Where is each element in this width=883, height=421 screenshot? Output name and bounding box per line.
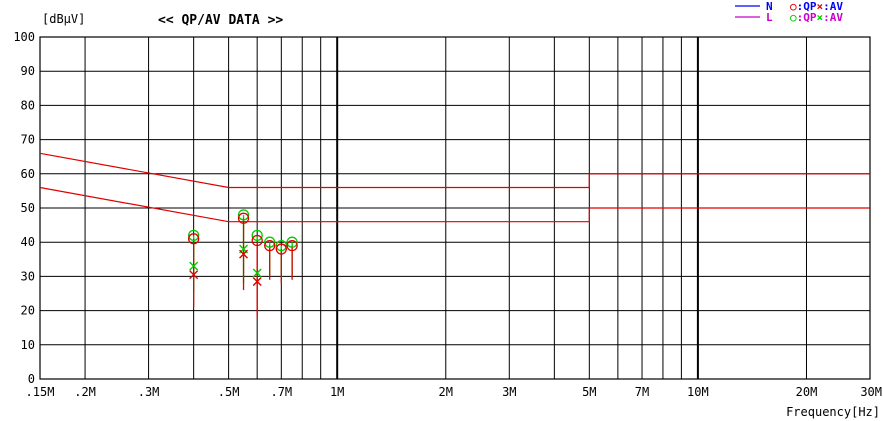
y-tick-label: 80 [21,98,35,112]
limit-lines [39,152,870,223]
qp-marker [286,239,298,252]
x-tick-label: .2M [74,385,96,399]
x-tick-label: 20M [796,385,818,399]
y-tick-label: 70 [21,133,35,147]
legend-marker-text: ○:QP×:AV [790,0,843,13]
x-tick-label: 2M [439,385,453,399]
legend-part: × [817,0,824,13]
x-tick-label: .5M [218,385,240,399]
legend-line-label: L [766,11,773,24]
qp-marker [237,209,250,221]
legend-part: ○ [790,0,797,13]
y-tick-label: 90 [21,64,35,78]
x-axis-label: Frequency[Hz] [786,405,880,419]
measurement-points [188,209,298,318]
av-marker [252,277,262,287]
chart-title: << QP/AV DATA >> [158,13,283,28]
legend-part: :AV [823,0,843,13]
qp-marker [275,239,287,252]
y-tick-label: 0 [28,372,35,386]
qp-marker [251,229,263,242]
av-marker-stroke [189,270,199,280]
qp-marker [264,239,276,252]
y-tick-label: 20 [21,304,35,318]
y-tick-label: 50 [21,201,35,215]
legend-part: :AV [823,11,843,24]
y-tick-label: 10 [21,338,35,352]
legend-part: :QP [797,11,817,24]
y-tick-label: 60 [21,167,35,181]
x-tick-label: .3M [138,385,160,399]
legend-part: × [817,11,824,24]
av-marker-stroke [189,261,199,271]
legend-marker-text: ○:QP×:AV [790,11,843,24]
axes: 0 10 20 30 40 50 60 70 80 90 100 .15M .2M .3M .5M .7M 1M… [13,30,882,399]
qp-marker [286,236,298,248]
limit-line [39,186,870,223]
qp-marker [188,233,200,245]
av-marker-stroke [252,268,262,278]
x-tick-label: 3M [502,385,516,399]
av-marker [239,249,249,259]
x-tick-label: .7M [270,385,292,399]
y-axis-label: [dBμV] [42,12,85,26]
y-tick-label: 30 [21,269,35,283]
x-tick-label: 5M [582,385,596,399]
qp-marker [188,229,200,242]
av-marker [189,270,199,280]
av-marker [189,261,199,271]
legend-part: :QP [797,0,817,13]
x-tick-label: 10M [687,385,709,399]
legend-line-label: N [766,0,773,13]
qp-marker [237,212,250,224]
av-marker [252,268,262,278]
x-tick-label: .15M [26,385,55,399]
qp-marker [264,236,276,248]
av-marker-stroke [239,249,249,259]
legend-part: ○ [790,11,797,24]
y-tick-label: 100 [13,30,35,44]
limit-line [39,152,870,189]
x-tick-label: 30M [860,385,882,399]
legend: N ○:QP×:AV L ○:QP×:AV [735,0,843,24]
qp-marker [275,243,287,255]
qp-marker [251,234,263,247]
y-tick-label: 40 [21,235,35,249]
x-tick-label: 1M [330,385,344,399]
x-tick-label: 7M [635,385,649,399]
av-marker-stroke [252,277,262,287]
